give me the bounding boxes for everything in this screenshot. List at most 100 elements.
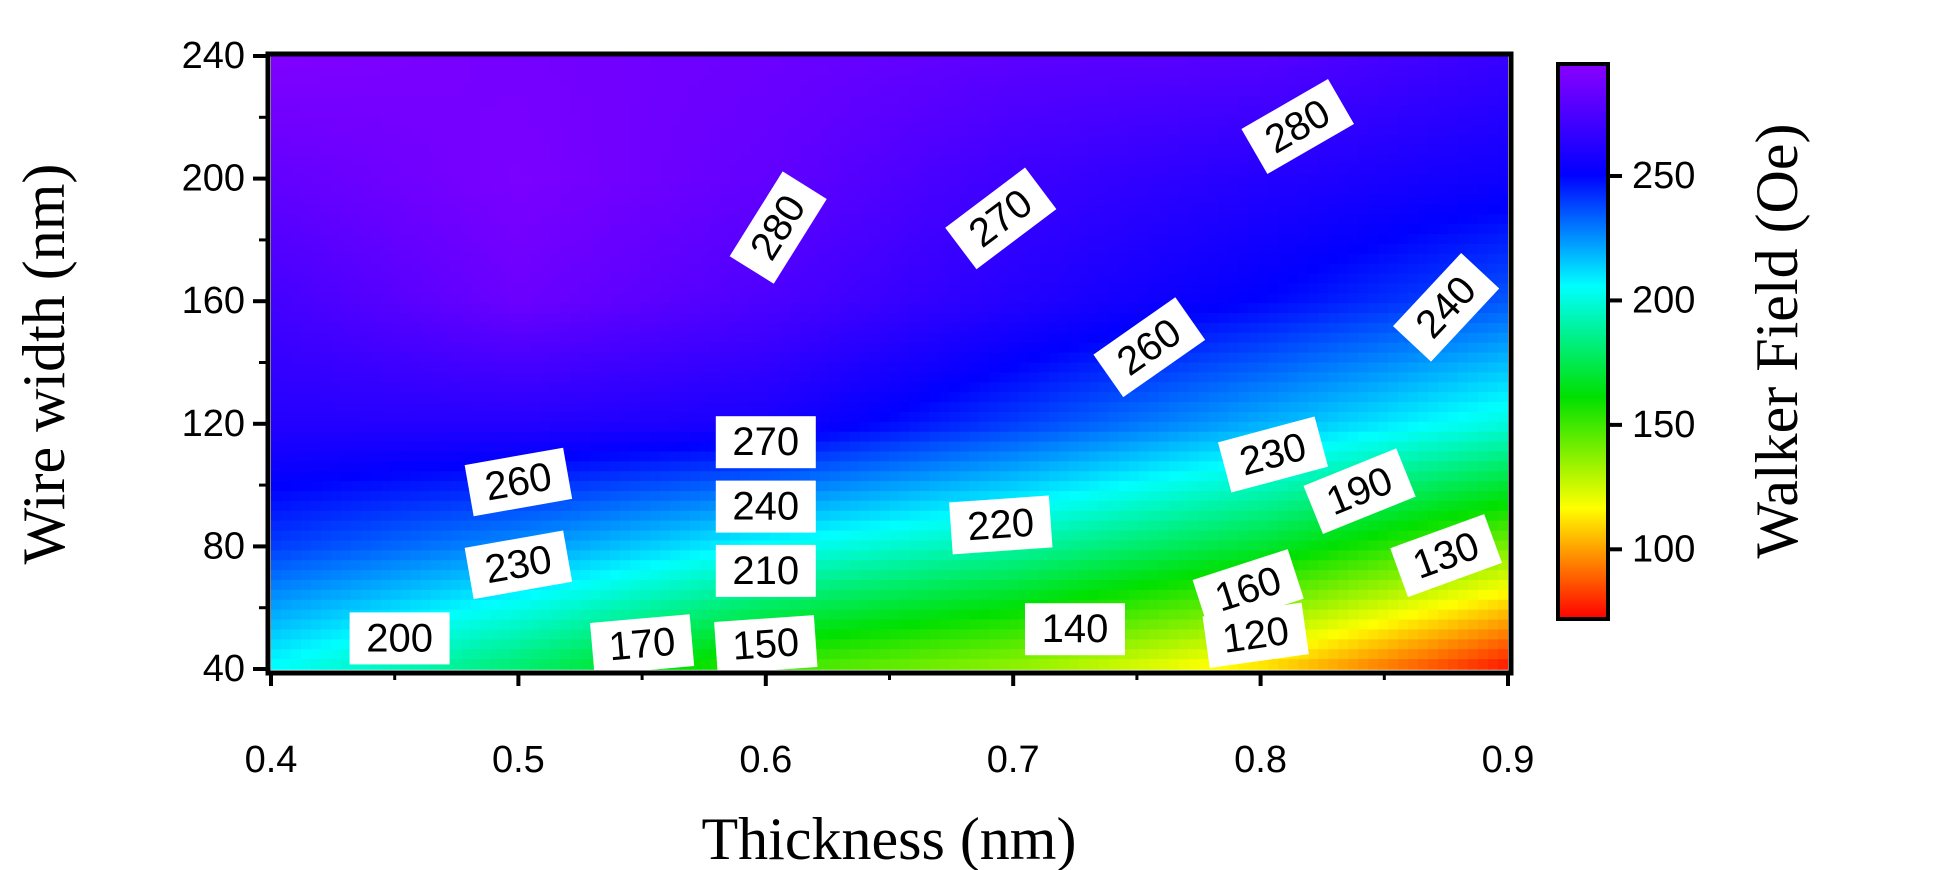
heatmap-cell [1019,392,1030,403]
heatmap-cell [430,421,442,433]
heatmap-cell [1218,224,1230,235]
heatmap-cell [1398,115,1410,127]
heatmap-cell [280,392,292,403]
heatmap-cell [1488,352,1499,364]
heatmap-cell [949,303,961,314]
heatmap-cell [1158,56,1170,67]
heatmap-cell [390,263,402,275]
heatmap-cell [400,313,412,324]
heatmap-cell [1308,402,1320,413]
heatmap-cell [1318,174,1330,186]
heatmap-cell [490,313,502,324]
heatmap-cell [739,402,751,413]
heatmap-cell [1079,194,1090,206]
heatmap-cell [1278,243,1290,255]
heatmap-cell [1208,322,1220,334]
heatmap-cell [719,342,731,354]
heatmap-cell [1178,441,1190,453]
heatmap-cell [1488,95,1499,107]
heatmap-cell [689,402,701,413]
heatmap-cell [1368,144,1380,156]
heatmap-cell [480,56,492,67]
heatmap-cell [430,431,442,443]
heatmap-cell [430,263,442,275]
heatmap-cell [889,65,901,77]
heatmap-cell [989,283,1001,295]
heatmap-cell [889,164,901,176]
heatmap-cell [1488,204,1499,215]
heatmap-cell [1108,224,1120,235]
heatmap-cell [1478,313,1489,324]
heatmap-cell [1348,154,1360,166]
heatmap-cell [1278,214,1290,225]
heatmap-cell [1498,85,1508,97]
heatmap-cell [1079,243,1090,255]
heatmap-cell [460,214,472,225]
heatmap-cell [819,392,831,403]
heatmap-cell [859,95,871,107]
heatmap-cell [590,313,602,324]
heatmap-cell [520,144,532,156]
heatmap-cell [1398,253,1410,265]
heatmap-cell [410,411,422,423]
heatmap-cell [1198,402,1210,413]
heatmap-cell [580,431,592,443]
heatmap-cell [979,342,991,354]
heatmap-cell [1208,372,1220,384]
heatmap-cell [1448,194,1459,206]
heatmap-cell [1338,273,1350,285]
heatmap-cell [1029,332,1040,344]
heatmap-cell [1158,115,1170,127]
heatmap-cell [1059,402,1070,413]
heatmap-cell [829,125,841,136]
heatmap-cell [1308,233,1320,245]
heatmap-cell [350,352,362,364]
heatmap-cell [300,273,312,285]
heatmap-cell [1019,431,1030,443]
heatmap-cell [1238,194,1250,206]
heatmap-cell [1148,431,1160,443]
heatmap-cell [1168,362,1180,374]
heatmap-cell [949,293,961,304]
heatmap-cell [939,184,951,196]
heatmap-cell [610,224,621,235]
heatmap-cell [749,85,761,97]
heatmap-cell [550,253,562,265]
heatmap-cell [640,303,651,314]
heatmap-cell [1009,273,1020,285]
heatmap-cell [340,402,352,413]
heatmap-cell [859,402,871,413]
heatmap-cell [380,214,392,225]
heatmap-cell [869,214,881,225]
heatmap-cell [1408,224,1420,235]
heatmap-cell [779,95,791,107]
heatmap-cell [490,56,502,67]
heatmap-cell [1069,293,1080,304]
heatmap-cell [560,332,572,344]
heatmap-cell [470,95,482,107]
heatmap-cell [919,65,931,77]
heatmap-cell [600,411,611,423]
heatmap-cell [1208,56,1220,67]
heatmap-cell [719,352,731,364]
heatmap-cell [1049,372,1060,384]
heatmap-cell [1128,233,1140,245]
heatmap-cell [909,85,921,97]
heatmap-cell [390,342,402,354]
heatmap-cell [1138,135,1150,146]
heatmap-cell [819,313,831,324]
heatmap-cell [1288,263,1300,275]
heatmap-cell [360,411,372,423]
heatmap-cell [390,243,402,255]
heatmap-cell [680,125,691,136]
heatmap-cell [650,382,661,393]
heatmap-cell [1438,411,1449,423]
heatmap-cell [670,352,681,364]
heatmap-cell [839,224,851,235]
heatmap-cell [1049,75,1060,87]
heatmap-cell [1298,214,1310,225]
heatmap-cell [1408,174,1420,186]
heatmap-cell [939,303,951,314]
heatmap-cell [969,263,981,275]
heatmap-cell [670,392,681,403]
